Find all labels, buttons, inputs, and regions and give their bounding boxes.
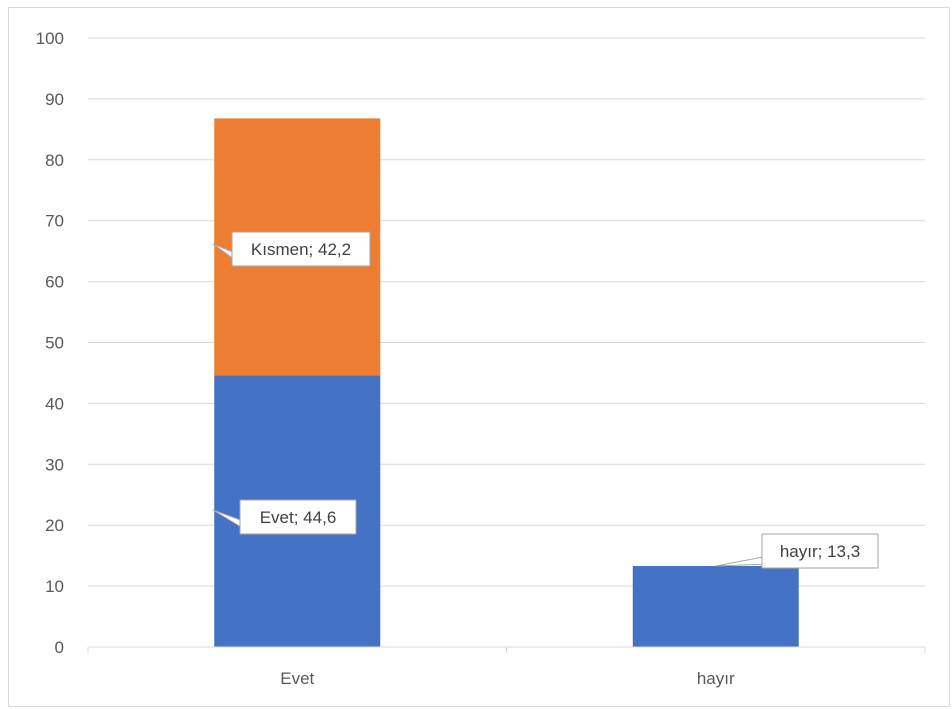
y-tick-label: 90 xyxy=(45,90,64,109)
category-label: Evet xyxy=(280,669,314,688)
data-label-pointer xyxy=(715,555,769,567)
x-axis-tick-marks xyxy=(87,647,926,653)
y-tick-label: 40 xyxy=(45,394,64,413)
data-label-seam xyxy=(763,555,769,565)
chart-frame xyxy=(8,7,950,707)
data-label-seam xyxy=(233,253,239,263)
bars xyxy=(214,118,799,647)
gridlines xyxy=(88,37,925,587)
data-label-seam xyxy=(241,521,247,531)
data-label: Evet; 44,6 xyxy=(260,508,337,527)
data-label: Kısmen; 42,2 xyxy=(251,240,351,259)
y-tick-label: 70 xyxy=(45,212,64,231)
bar-segment xyxy=(632,566,799,647)
y-tick-label: 30 xyxy=(45,455,64,474)
data-label-box xyxy=(761,533,879,569)
y-tick-label: 0 xyxy=(55,638,64,657)
y-tick-label: 20 xyxy=(45,516,64,535)
data-labels: Evet; 44,6 Kısmen; 42,2 hayır; 13,3 xyxy=(212,231,879,569)
data-label-box xyxy=(239,499,357,535)
data-label-box xyxy=(231,231,371,267)
y-axis-tick-labels: 0 10 20 30 40 50 60 70 80 90 100 xyxy=(36,29,64,657)
y-tick-label: 60 xyxy=(45,273,64,292)
y-tick-label: 50 xyxy=(45,334,64,353)
category-label: hayır xyxy=(697,669,735,688)
y-tick-label: 80 xyxy=(45,151,64,170)
y-tick-label: 100 xyxy=(36,29,64,48)
data-label: hayır; 13,3 xyxy=(780,542,860,561)
x-axis-category-labels: Evet hayır xyxy=(280,669,735,688)
y-tick-label: 10 xyxy=(45,577,64,596)
